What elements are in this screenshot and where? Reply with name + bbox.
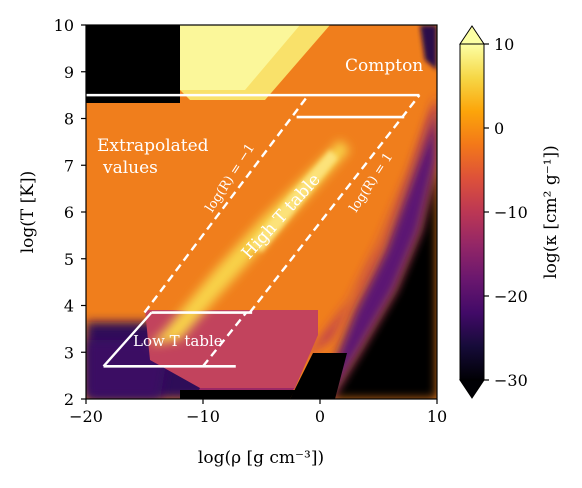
y-tick-label: 4 [64, 297, 74, 316]
y-axis: 2 3 4 5 6 7 8 9 10 [54, 16, 86, 409]
x-tick-label: 10 [427, 407, 447, 426]
colorbar: 10 0 −10 −20 −30 log(κ [cm² g⁻¹]) [459, 25, 561, 399]
extrapolated-label-line2: values [102, 158, 158, 178]
low-t-table-label: Low T table [133, 332, 223, 350]
y-tick-label: 3 [64, 343, 74, 362]
annotation-lines [86, 93, 421, 368]
colorbar-tick-label: −20 [494, 287, 528, 306]
x-axis-label: log(ρ [g cm⁻³]) [198, 448, 324, 468]
high-t-right-boundary [248, 94, 421, 314]
y-tick-label: 5 [64, 250, 74, 269]
y-tick-label: 10 [54, 16, 74, 35]
x-axis: −20 −10 0 10 [69, 399, 447, 426]
x-tick-label: 0 [315, 407, 325, 426]
colorbar-tick-label: −10 [494, 203, 528, 222]
colorbar-tick-label: 0 [494, 119, 504, 138]
compton-label: Compton [345, 56, 423, 76]
y-axis-label: log(T [K]) [18, 171, 38, 254]
extrapolated-label-line1: Extrapolated [97, 136, 209, 156]
high-t-left-boundary [143, 94, 310, 314]
low-t-left-boundary [102, 311, 153, 368]
colorbar-gradient [459, 43, 485, 381]
x-tick-label: −20 [69, 407, 103, 426]
y-tick-label: 6 [64, 203, 74, 222]
y-tick-label: 9 [64, 63, 74, 82]
colorbar-label: log(κ [cm² g⁻¹]) [541, 145, 561, 279]
y-tick-label: 2 [64, 390, 74, 409]
y-tick-label: 7 [64, 156, 74, 175]
x-tick-label: −10 [186, 407, 220, 426]
y-tick-label: 8 [64, 110, 74, 129]
colorbar-tick-label: 10 [494, 35, 514, 54]
low-t-right-boundary [202, 311, 248, 368]
heatmap-field [86, 25, 437, 399]
colorbar-tick-label: −30 [494, 371, 528, 390]
colorbar-extend-top [459, 25, 485, 45]
colorbar-extend-bottom [459, 379, 485, 399]
